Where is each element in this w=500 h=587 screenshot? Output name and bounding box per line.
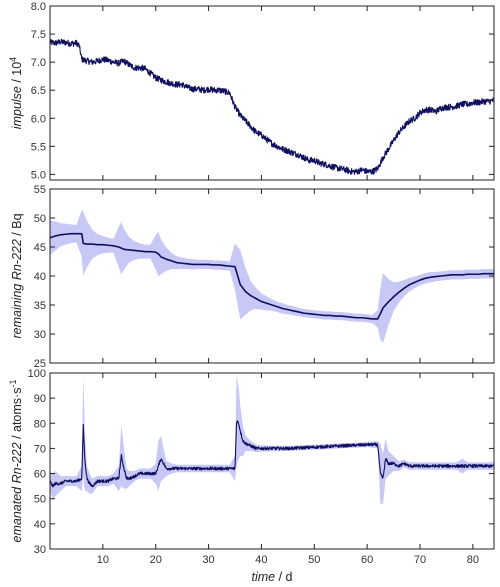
y-tick-label: 5.0 — [31, 169, 46, 181]
y-tick-label: 100 — [28, 368, 46, 380]
y-tick-label: 35 — [34, 300, 46, 312]
y-tick-label: 7.0 — [31, 57, 46, 69]
axes-frame — [49, 5, 495, 181]
x-tick-label: 20 — [150, 554, 162, 566]
plot-area — [50, 375, 494, 504]
y-tick-label: 25 — [34, 358, 46, 370]
y-tick-label: 80 — [34, 418, 46, 430]
x-tick-label: 30 — [202, 554, 214, 566]
plot-area — [50, 38, 494, 175]
panel-1: 5.0 5.5 6.0 6.5 7.0 7.5 8.0 impulse / 104 — [8, 1, 495, 181]
y-tick-label: 5.5 — [31, 141, 46, 153]
y-tick-label: 45 — [34, 242, 46, 254]
panel-2: 25 30 35 40 45 50 55 remaining Rn-222 / Bq — [10, 184, 495, 370]
y-tick-label: 50 — [34, 213, 46, 225]
y-tick-label: 50 — [34, 494, 46, 506]
series-line — [50, 420, 494, 488]
x-tick-label: 10 — [97, 554, 109, 566]
y-axis-label: impulse / 104 — [8, 57, 24, 129]
y-tick-label: 70 — [34, 443, 46, 455]
y-tick-label: 55 — [34, 184, 46, 196]
y-tick-label: 60 — [34, 469, 46, 481]
y-tick-label: 40 — [34, 271, 46, 283]
axes-frame — [49, 372, 495, 550]
y-tick-label: 40 — [34, 519, 46, 531]
y-tick-label: 30 — [34, 544, 46, 556]
series-line — [50, 232, 494, 320]
panel-3: 30 40 50 60 70 80 90 100 10 20 30 40 50 60 70 80 emanate… — [8, 368, 495, 584]
y-tick-label: 7.5 — [31, 29, 46, 41]
x-axis-label: time / d — [252, 570, 293, 584]
x-tick-label: 50 — [308, 554, 320, 566]
y-tick-label: 6.5 — [31, 85, 46, 97]
y-tick-label: 30 — [34, 329, 46, 341]
y-axis-label: emanated Rn-222 / atoms·s-1 — [8, 380, 24, 543]
plot-area — [50, 210, 494, 343]
x-tick-label: 80 — [467, 554, 479, 566]
x-tick-label: 40 — [255, 554, 267, 566]
series-line — [50, 38, 494, 175]
uncertainty-band — [50, 375, 494, 504]
x-tick-label: 70 — [414, 554, 426, 566]
y-tick-label: 6.0 — [31, 113, 46, 125]
y-axis-label: remaining Rn-222 / Bq — [10, 213, 24, 338]
uncertainty-band — [50, 210, 494, 343]
x-tick-label: 60 — [361, 554, 373, 566]
y-tick-label: 8.0 — [31, 1, 46, 13]
y-tick-label: 90 — [34, 393, 46, 405]
